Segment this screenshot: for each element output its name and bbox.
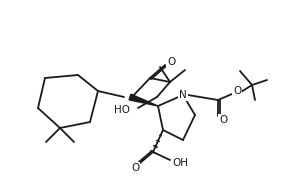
Text: N: N: [179, 90, 187, 100]
Polygon shape: [129, 94, 158, 106]
Text: O: O: [233, 86, 241, 96]
Text: O: O: [167, 57, 175, 67]
Text: OH: OH: [172, 158, 188, 168]
Text: O: O: [131, 163, 139, 173]
Text: HO: HO: [114, 105, 130, 115]
Text: O: O: [219, 115, 227, 125]
